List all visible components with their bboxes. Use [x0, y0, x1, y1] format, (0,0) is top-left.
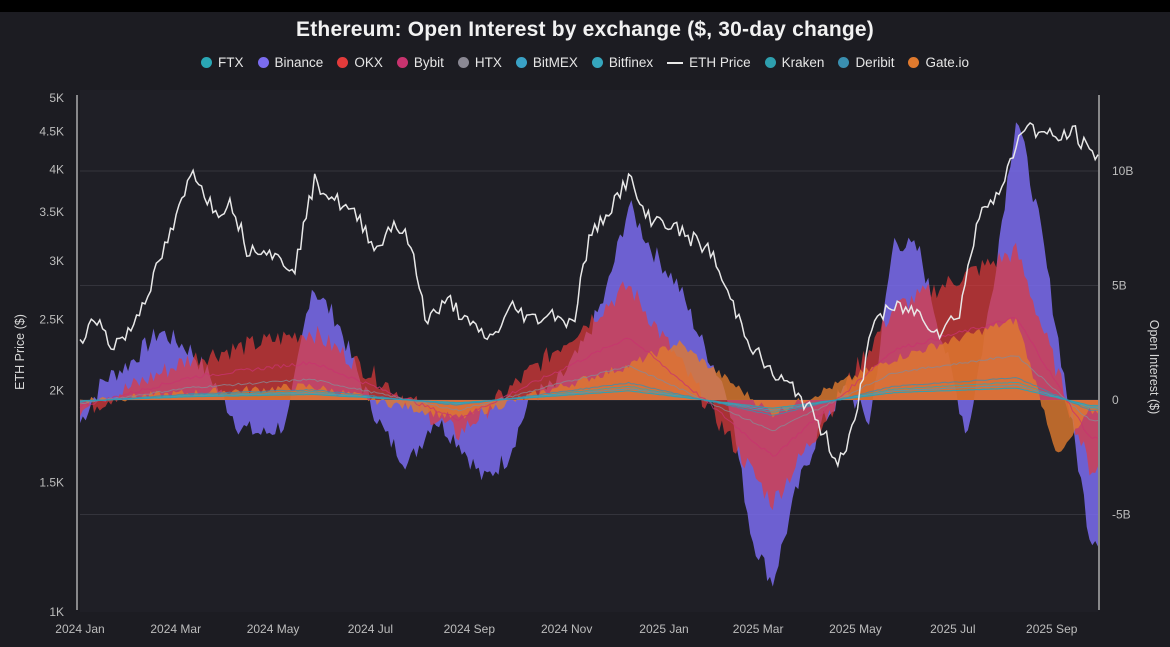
legend-item-kraken[interactable]: Kraken	[764, 55, 825, 70]
legend-swatch	[908, 57, 920, 68]
legend-item-bybit[interactable]: Bybit	[396, 55, 444, 70]
left-axis-title: ETH Price ($)	[13, 314, 27, 390]
legend-swatch	[457, 57, 469, 68]
legend-swatch	[515, 57, 527, 68]
legend-label: Binance	[274, 55, 324, 70]
x-tick-label: 2025 Jan	[639, 622, 688, 636]
legend-swatch	[838, 57, 850, 68]
line-htx	[79, 355, 1099, 432]
legend-item-gate-io[interactable]: Gate.io	[908, 55, 969, 70]
x-tick-label: 2025 Jul	[930, 622, 975, 636]
legend-label: ETH Price	[689, 55, 751, 70]
legend-swatch	[764, 57, 776, 68]
legend-swatch	[201, 57, 213, 68]
chart-title: Ethereum: Open Interest by exchange ($, …	[296, 18, 874, 41]
left-tick-label: 3.5K	[39, 205, 64, 219]
right-tick-label: -5B	[1112, 508, 1131, 522]
legend-swatch	[591, 57, 603, 68]
right-tick-label: 0	[1112, 393, 1119, 407]
area-gate-io	[80, 317, 1098, 453]
legend-item-ftx[interactable]: FTX	[201, 55, 244, 70]
left-tick-label: 2K	[49, 384, 64, 398]
legend-item-binance[interactable]: Binance	[257, 55, 324, 70]
line-kraken	[79, 387, 1099, 409]
legend-label: Bitfinex	[608, 55, 654, 70]
legend-item-eth-price[interactable]: ETH Price	[667, 55, 751, 70]
legend-swatch	[257, 57, 269, 68]
legend-swatch	[667, 61, 684, 64]
legend-label: OKX	[354, 55, 383, 70]
legend-label: FTX	[218, 55, 244, 70]
line-bybit	[79, 317, 1099, 457]
x-tick-label: 2024 Nov	[541, 622, 592, 636]
x-tick-label: 2024 Sep	[444, 622, 496, 636]
legend-item-deribit[interactable]: Deribit	[838, 55, 894, 70]
x-tick-label: 2024 Jul	[348, 622, 393, 636]
legend-label: Bybit	[413, 55, 444, 70]
right-tick-label: 5B	[1112, 279, 1127, 293]
x-tick-label: 2025 May	[829, 622, 882, 636]
legend-label: HTX	[474, 55, 502, 70]
line-eth-price	[79, 122, 1099, 469]
chart-legend: FTX Binance OKX Bybit HTX BitMEX Bitfinex ETH P…	[0, 55, 1170, 70]
left-tick-label: 5K	[49, 91, 64, 105]
left-tick-label: 4.5K	[39, 125, 64, 139]
left-tick-label: 1K	[49, 605, 64, 619]
legend-label: Deribit	[855, 55, 895, 70]
line-bitmex	[79, 384, 1099, 411]
legend-item-okx[interactable]: OKX	[337, 55, 383, 70]
left-tick-label: 4K	[49, 162, 64, 176]
legend-item-htx[interactable]: HTX	[457, 55, 502, 70]
left-tick-label: 3K	[49, 254, 64, 268]
line-ftx	[79, 381, 1099, 413]
x-tick-label: 2024 May	[247, 622, 300, 636]
legend-swatch	[396, 57, 408, 68]
legend-label: Kraken	[781, 55, 825, 70]
legend-label: Gate.io	[925, 55, 969, 70]
top-bar	[0, 0, 1170, 12]
legend-swatch	[337, 57, 349, 68]
x-tick-label: 2025 Sep	[1026, 622, 1078, 636]
right-axis-title: Open Interest ($)	[1147, 320, 1161, 415]
legend-item-bitfinex[interactable]: Bitfinex	[591, 55, 654, 70]
left-tick-label: 1.5K	[39, 476, 64, 490]
legend-item-bitmex[interactable]: BitMEX	[515, 55, 578, 70]
right-tick-label: 10B	[1112, 164, 1133, 178]
line-deribit	[79, 377, 1099, 416]
x-tick-label: 2025 Mar	[733, 622, 784, 636]
x-tick-label: 2024 Jan	[55, 622, 104, 636]
legend-label: BitMEX	[532, 55, 578, 70]
left-tick-label: 2.5K	[39, 312, 64, 326]
x-tick-label: 2024 Mar	[150, 622, 201, 636]
